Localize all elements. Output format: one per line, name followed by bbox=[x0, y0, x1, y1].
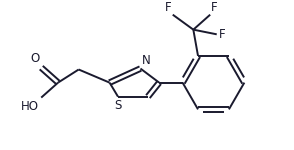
Text: F: F bbox=[219, 28, 225, 41]
Text: F: F bbox=[165, 1, 172, 14]
Text: S: S bbox=[114, 99, 122, 112]
Text: N: N bbox=[142, 54, 151, 67]
Text: O: O bbox=[30, 52, 39, 65]
Text: F: F bbox=[211, 1, 218, 14]
Text: HO: HO bbox=[21, 100, 39, 113]
